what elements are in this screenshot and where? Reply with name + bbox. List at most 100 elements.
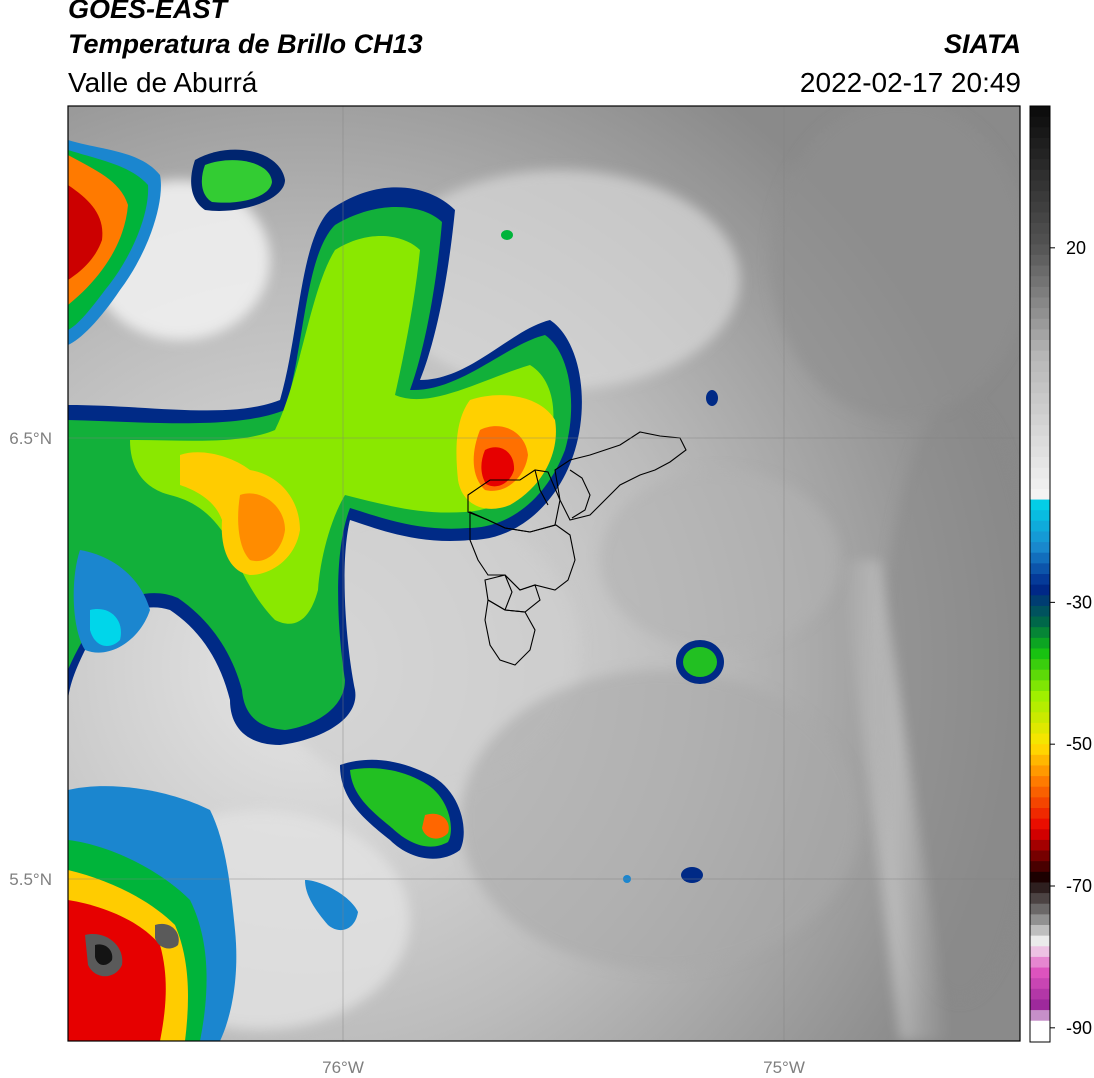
colorbar-segment [1030, 722, 1050, 735]
colorbar-segment [1030, 818, 1050, 830]
colorbar-segment [1030, 754, 1050, 767]
colorbar-segment [1030, 829, 1050, 841]
colorbar-segment [1030, 520, 1050, 533]
colorbar-segment [1030, 276, 1050, 288]
colorbar-segment [1030, 371, 1050, 384]
cirrus-streak [840, 560, 950, 1041]
colorbar-segment [1030, 361, 1050, 373]
colorbar-segment [1030, 478, 1050, 490]
colorbar-segment [1030, 776, 1050, 788]
colorbar-segment [1030, 223, 1050, 235]
colorbar-segment [1030, 233, 1050, 245]
colorbar-segment [1030, 116, 1050, 128]
colorbar-segment [1030, 137, 1050, 150]
colorbar-segment [1030, 382, 1050, 394]
colorbar-segment [1030, 893, 1050, 905]
colorbar-segment [1030, 340, 1050, 352]
colorbar-segment [1030, 669, 1050, 681]
colorbar-segment [1030, 510, 1050, 522]
colorbar-segment [1030, 988, 1050, 1001]
colorbar-segment [1030, 925, 1050, 937]
colorbar-segment [1030, 584, 1050, 596]
colorbar-segment [1030, 797, 1050, 809]
colorbar-segment [1030, 457, 1050, 469]
colorbar-segment [1030, 574, 1050, 586]
datetime-label: 2022-02-17 20:49 [799, 67, 1021, 98]
colorbar-segment [1030, 435, 1050, 447]
colorbar-segment [1030, 329, 1050, 341]
colorbar-segment [1030, 1010, 1050, 1022]
colorbar-segment [1030, 148, 1050, 160]
colorbar-segment [1030, 946, 1050, 958]
colorbar-segment [1030, 393, 1050, 405]
colorbar-segment [1030, 159, 1050, 171]
colorbar-segment [1030, 648, 1050, 660]
colorbar-segment [1030, 733, 1050, 745]
lat-tick-label: 6.5°N [9, 429, 52, 448]
colorbar-tick-label: -90 [1066, 1018, 1092, 1038]
colorbar-segment [1030, 967, 1050, 979]
lat-tick-label: 5.5°N [9, 870, 52, 889]
agency-label: SIATA [944, 29, 1021, 59]
colorbar-segment [1030, 488, 1050, 501]
colorbar-segment [1030, 542, 1050, 554]
colorbar-segment [1030, 871, 1050, 884]
colorbar-segment [1030, 659, 1050, 671]
colorbar-segment [1030, 605, 1050, 618]
colorbar-tick-label: -30 [1066, 592, 1092, 612]
colorbar-segment [1030, 850, 1050, 862]
colorbar-segment [1030, 744, 1050, 756]
colorbar-segment [1030, 691, 1050, 703]
colorbar-segment [1030, 106, 1050, 118]
map-frame [67, 105, 1021, 1042]
colorbar-segment [1030, 914, 1050, 926]
colorbar-segment [1030, 1020, 1050, 1032]
colorbar-segment [1030, 701, 1050, 713]
lon-tick-label: 76°W [322, 1058, 364, 1077]
colorbar-segment [1030, 265, 1050, 277]
product-title: Temperatura de Brillo CH13 [68, 29, 423, 59]
colorbar-tick-label: 20 [1066, 238, 1086, 258]
colorbar-segment [1030, 680, 1050, 692]
colorbar-segment [1030, 595, 1050, 607]
colorbar-frame [1029, 105, 1051, 1043]
colorbar-segment [1030, 403, 1050, 416]
colorbar-segment [1030, 169, 1050, 182]
colorbar-segments [1030, 106, 1050, 1043]
colorbar-segment [1030, 201, 1050, 213]
colorbar-segment [1030, 446, 1050, 458]
colorbar-tick-label: -50 [1066, 734, 1092, 754]
colorbar-segment [1030, 765, 1050, 777]
colorbar-segment [1030, 839, 1050, 852]
colorbar-segment [1030, 935, 1050, 947]
colorbar-tick-label: -70 [1066, 876, 1092, 896]
colorbar-segment [1030, 861, 1050, 873]
colorbar-segment [1030, 531, 1050, 543]
satellite-title: GOES-EAST [68, 0, 228, 24]
colorbar-segment [1030, 350, 1050, 362]
colorbar-segment [1030, 999, 1050, 1011]
colorbar-segment [1030, 191, 1050, 203]
graticule [68, 106, 1020, 1041]
colorbar-segment [1030, 616, 1050, 628]
colorbar-segment [1030, 563, 1050, 575]
colorbar-segment [1030, 297, 1050, 309]
municipal-boundaries [467, 431, 687, 666]
colorbar-segment [1030, 254, 1050, 267]
region-subtitle: Valle de Aburrá [68, 67, 258, 98]
colorbar-segment [1030, 318, 1050, 330]
colorbar-ticks: 20 -30 -50 -70 -90 [1050, 238, 1092, 1038]
colorbar-segment [1030, 127, 1050, 139]
colorbar: 20 -30 -50 -70 -90 [1029, 105, 1092, 1043]
colorbar-segment [1030, 212, 1050, 224]
lon-tick-label: 75°W [763, 1058, 805, 1077]
colorbar-segment [1030, 180, 1050, 192]
colorbar-segment [1030, 637, 1050, 650]
colorbar-segment [1030, 1031, 1050, 1043]
colorbar-segment [1030, 286, 1050, 299]
colorbar-segment [1030, 808, 1050, 820]
colorbar-segment [1030, 882, 1050, 894]
colorbar-segment [1030, 467, 1050, 479]
map-image [68, 106, 1020, 1041]
colorbar-segment [1030, 414, 1050, 426]
